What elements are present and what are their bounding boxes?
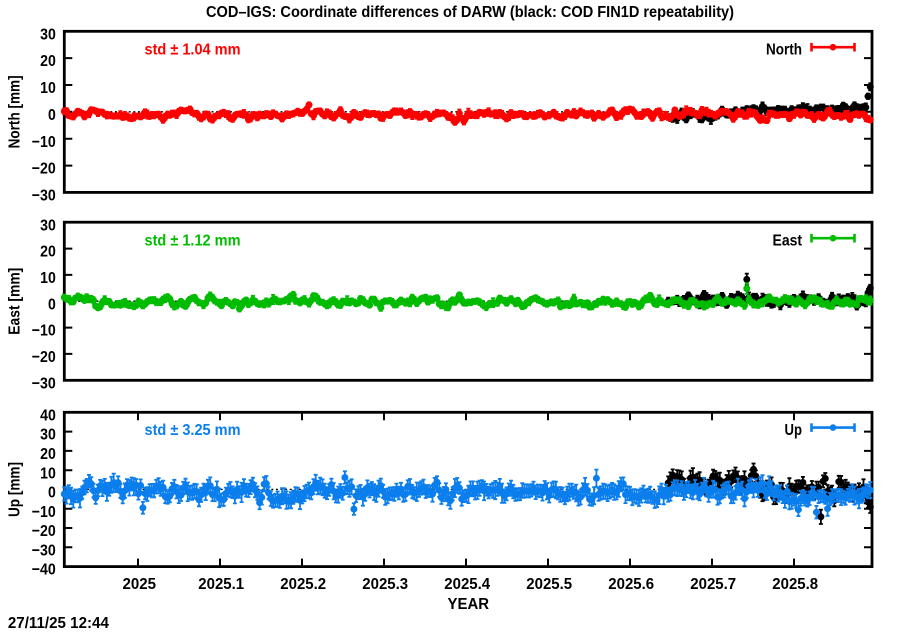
svg-text:std ± 1.12 mm: std ± 1.12 mm	[145, 232, 241, 249]
svg-text:0: 0	[48, 485, 56, 502]
svg-text:30: 30	[40, 26, 56, 43]
svg-text:2025.5: 2025.5	[526, 576, 572, 593]
svg-text:East [mm]: East [mm]	[7, 268, 24, 335]
svg-text:30: 30	[40, 217, 56, 234]
svg-text:2025: 2025	[122, 576, 156, 593]
svg-text:2025.6: 2025.6	[608, 576, 654, 593]
svg-text:COD–IGS: Coordinate difference: COD–IGS: Coordinate differences of DARW …	[206, 4, 734, 21]
svg-text:−10: −10	[32, 504, 56, 521]
svg-text:−40: −40	[32, 562, 56, 579]
svg-text:2025.7: 2025.7	[690, 576, 736, 593]
svg-text:10: 10	[40, 270, 56, 287]
svg-text:0: 0	[48, 296, 56, 313]
svg-text:North [mm]: North [mm]	[7, 75, 24, 148]
svg-text:20: 20	[40, 244, 56, 261]
svg-text:10: 10	[40, 465, 56, 482]
svg-text:East: East	[773, 232, 803, 249]
svg-text:std ± 1.04 mm: std ± 1.04 mm	[145, 41, 241, 58]
svg-text:North: North	[766, 41, 802, 58]
svg-text:−20: −20	[32, 349, 56, 366]
svg-text:20: 20	[40, 446, 56, 463]
svg-text:−20: −20	[32, 523, 56, 540]
svg-text:std ± 3.25 mm: std ± 3.25 mm	[145, 422, 241, 439]
svg-text:−30: −30	[32, 375, 56, 392]
svg-text:2025.4: 2025.4	[444, 576, 490, 593]
svg-text:−30: −30	[32, 542, 56, 559]
svg-text:Up: Up	[785, 422, 803, 439]
svg-text:2025.3: 2025.3	[362, 576, 408, 593]
svg-text:2025.1: 2025.1	[198, 576, 244, 593]
svg-text:−30: −30	[32, 188, 56, 205]
svg-text:−20: −20	[32, 161, 56, 178]
svg-text:−10: −10	[32, 323, 56, 340]
svg-text:0: 0	[48, 107, 56, 124]
svg-text:20: 20	[40, 53, 56, 70]
svg-text:40: 40	[40, 407, 56, 424]
svg-text:2025.8: 2025.8	[772, 576, 818, 593]
svg-text:YEAR: YEAR	[448, 596, 490, 613]
svg-text:10: 10	[40, 80, 56, 97]
svg-text:27/11/25 12:44: 27/11/25 12:44	[8, 615, 109, 630]
svg-text:Up [mm]: Up [mm]	[7, 462, 24, 517]
svg-text:30: 30	[40, 427, 56, 444]
svg-text:−10: −10	[32, 134, 56, 151]
svg-text:2025.2: 2025.2	[280, 576, 326, 593]
